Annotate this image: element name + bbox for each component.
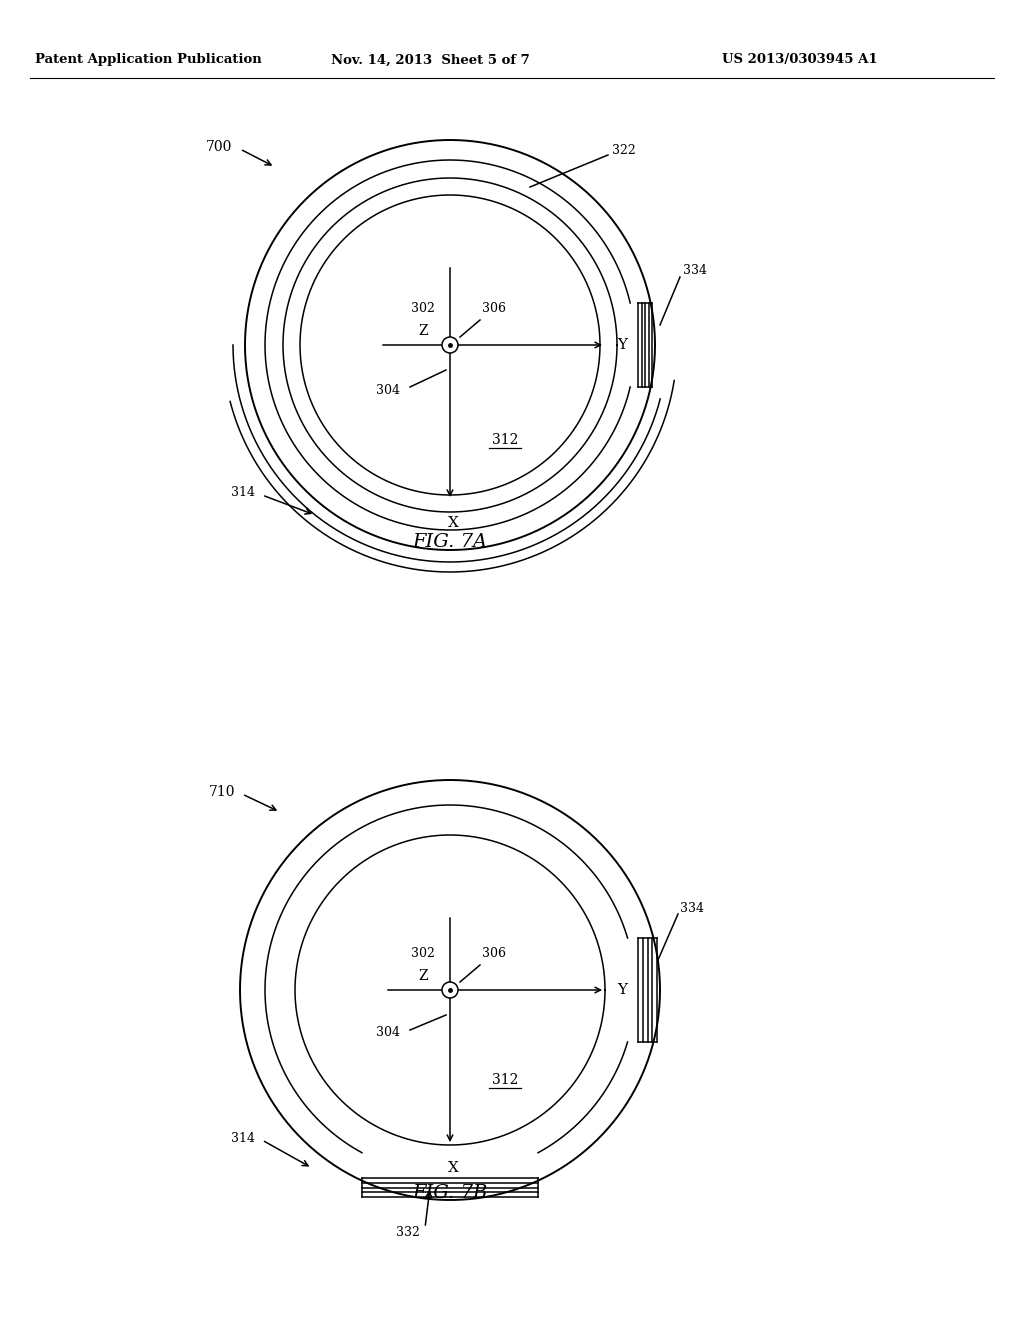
Text: 302: 302: [411, 946, 435, 960]
Text: 304: 304: [376, 1026, 400, 1039]
Text: X: X: [447, 1162, 459, 1175]
Text: Y: Y: [617, 983, 627, 997]
Text: 332: 332: [396, 1225, 420, 1238]
Text: 322: 322: [612, 144, 636, 157]
Text: 314: 314: [231, 487, 255, 499]
Text: 710: 710: [209, 785, 234, 799]
Text: Z: Z: [419, 969, 428, 983]
Text: 314: 314: [231, 1131, 255, 1144]
Text: Z: Z: [419, 323, 428, 338]
Circle shape: [442, 982, 458, 998]
Text: 306: 306: [482, 946, 506, 960]
Text: FIG. 7A: FIG. 7A: [413, 533, 487, 550]
Text: 302: 302: [411, 302, 435, 315]
Text: Y: Y: [617, 338, 627, 352]
Text: 700: 700: [206, 140, 232, 154]
Text: FIG. 7B: FIG. 7B: [413, 1184, 487, 1203]
Circle shape: [442, 337, 458, 352]
Text: Patent Application Publication: Patent Application Publication: [35, 54, 261, 66]
Text: 312: 312: [492, 433, 518, 447]
Text: 312: 312: [492, 1073, 518, 1086]
Text: X: X: [447, 516, 459, 531]
Text: US 2013/0303945 A1: US 2013/0303945 A1: [722, 54, 878, 66]
Text: 306: 306: [482, 302, 506, 315]
Text: 304: 304: [376, 384, 400, 396]
Text: Nov. 14, 2013  Sheet 5 of 7: Nov. 14, 2013 Sheet 5 of 7: [331, 54, 529, 66]
Text: 334: 334: [683, 264, 707, 276]
Text: 334: 334: [680, 902, 705, 915]
